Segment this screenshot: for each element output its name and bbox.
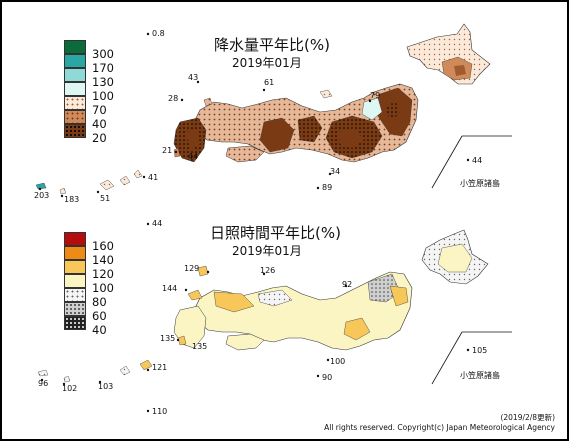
precip-station-value: 51 <box>100 194 111 203</box>
sunshine-station-value: 102 <box>62 384 78 393</box>
sunshine-japan-map <box>37 229 512 385</box>
station-markers <box>38 32 372 413</box>
update-date: (2019/2/8更新) <box>500 413 555 422</box>
precip-station-value: 0.8 <box>152 29 165 38</box>
sunshine-legend-swatch-4 <box>64 274 86 288</box>
precip-station-value: 34 <box>330 167 341 176</box>
sunshine-inset-label: 小笠原諸島 <box>460 371 500 380</box>
precip-legend-swatch-4 <box>64 82 86 96</box>
precip-legend-swatch-3 <box>64 68 86 82</box>
sunshine-station-value: 135 <box>160 334 176 343</box>
precip-legend-swatch-1 <box>64 40 86 54</box>
precip-station-value: 41 <box>148 173 159 182</box>
precip-legend-tick: 20 <box>92 131 107 145</box>
precip-legend-tick: 170 <box>92 61 114 75</box>
copyright: All rights reserved. Copyright(c) Japan … <box>324 423 555 432</box>
sunshine-legend-tick: 60 <box>92 309 107 323</box>
sunshine-legend-tick: 80 <box>92 295 107 309</box>
sunshine-station-value: 90 <box>322 373 333 382</box>
precip-legend-swatch-5 <box>64 96 86 110</box>
sunshine-legend-swatch-7 <box>64 316 86 330</box>
sunshine-station-value: 121 <box>152 363 168 372</box>
sunshine-legend-tick: 140 <box>92 253 114 267</box>
precip-inset-label: 小笠原諸島 <box>460 179 500 188</box>
sunshine-station-value: 105 <box>472 346 488 355</box>
sunshine-legend-tick: 160 <box>92 239 114 253</box>
sunshine-legend-swatch-2 <box>64 246 86 260</box>
sunshine-legend-swatch-3 <box>64 260 86 274</box>
sunshine-station-value: 100 <box>330 357 346 366</box>
precip-subtitle: 2019年01月 <box>232 56 302 70</box>
precip-title: 降水量平年比(%) <box>214 36 330 54</box>
precip-legend-tick: 130 <box>92 75 114 89</box>
sunshine-title: 日照時間平年比(%) <box>210 224 341 242</box>
sunshine-station-value: 110 <box>152 407 168 416</box>
precip-legend-tick: 300 <box>92 47 114 61</box>
precip-legend-tick: 70 <box>92 103 107 117</box>
sunshine-station-value: 129 <box>184 264 200 273</box>
sunshine-station-value: 103 <box>98 382 114 391</box>
sunshine-station-value: 96 <box>38 379 49 388</box>
sunshine-station-value: 44 <box>152 219 163 228</box>
precip-station-value: 44 <box>188 152 199 161</box>
precip-station-value: 183 <box>64 195 80 204</box>
precip-station-value: 44 <box>472 156 483 165</box>
precip-legend-swatch-7 <box>64 124 86 138</box>
sunshine-station-value: 92 <box>342 280 353 289</box>
sunshine-subtitle: 2019年01月 <box>232 244 302 258</box>
sunshine-legend-tick: 120 <box>92 267 114 281</box>
precip-station-value: 43 <box>188 73 199 82</box>
precip-japan-map <box>35 23 512 195</box>
sunshine-legend-swatch-5 <box>64 288 86 302</box>
precip-legend-swatch-2 <box>64 54 86 68</box>
precip-legend-tick: 100 <box>92 89 114 103</box>
sunshine-legend-tick: 40 <box>92 323 107 337</box>
precip-legend-swatch-6 <box>64 110 86 124</box>
sunshine-legend-swatch-1 <box>64 232 86 246</box>
sunshine-station-value: 126 <box>260 266 276 275</box>
sunshine-legend-tick: 100 <box>92 281 114 295</box>
sunshine-station-value: 135 <box>192 342 208 351</box>
precip-station-value: 79 <box>370 91 381 100</box>
precip-station-value: 61 <box>264 78 275 87</box>
sunshine-legend-swatch-6 <box>64 302 86 316</box>
precip-station-value: 28 <box>168 94 179 103</box>
precip-station-value: 203 <box>34 191 50 200</box>
precip-legend-tick: 40 <box>92 117 107 131</box>
precip-station-value: 21 <box>162 146 173 155</box>
precip-station-value: 89 <box>322 183 333 192</box>
sunshine-station-value: 144 <box>162 284 178 293</box>
